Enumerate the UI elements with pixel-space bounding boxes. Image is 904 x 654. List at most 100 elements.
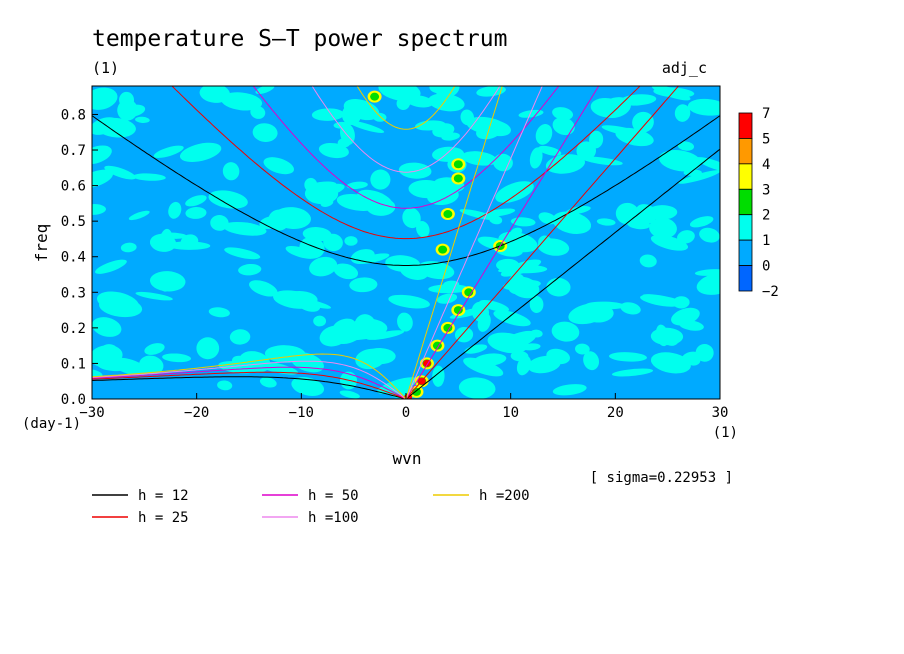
contour-patch <box>479 300 510 312</box>
contour-patch <box>696 273 720 295</box>
y-tick-label: 0.0 <box>61 392 86 408</box>
contour-patch <box>102 344 118 355</box>
dispersion-curves <box>92 86 720 399</box>
rossby-curve <box>92 360 407 399</box>
contour-patch <box>320 199 334 207</box>
contour-patch <box>139 355 164 375</box>
plot-area <box>91 85 721 400</box>
colorbar-label: 0 <box>762 259 770 275</box>
contour-patch <box>210 215 229 231</box>
contour-patch <box>96 291 140 314</box>
y-tick-label: 0.1 <box>61 356 86 372</box>
contour-patch <box>290 296 332 309</box>
colorbar-swatch <box>738 214 753 241</box>
contour-patch <box>552 384 587 396</box>
contour-patch <box>466 116 508 135</box>
contour-patch <box>441 132 460 141</box>
contour-patch <box>119 91 135 108</box>
gravity-wave-curve <box>311 86 501 173</box>
contour-patch <box>487 332 529 354</box>
contour-patch <box>483 208 516 217</box>
contour-patch <box>649 217 677 239</box>
contour-patch <box>313 315 327 327</box>
contour-patch <box>433 86 460 98</box>
contour-patch <box>538 212 557 225</box>
contour-patch <box>678 170 720 184</box>
contour-patch <box>671 307 700 326</box>
contour-patch <box>304 177 318 192</box>
contour-patch <box>443 323 453 332</box>
contour-patch <box>596 218 616 226</box>
x-tick-label: 30 <box>712 405 729 421</box>
contour-patch <box>461 151 498 166</box>
contour-patch <box>366 330 405 340</box>
contour-patch <box>185 195 207 207</box>
y-tick-label: 0.5 <box>61 214 86 230</box>
x-tick-label: −30 <box>79 405 104 421</box>
contour-patch <box>149 271 186 292</box>
contour-patch <box>493 153 513 172</box>
contour-patch <box>432 146 465 162</box>
contour-patch <box>397 312 413 332</box>
x-axis-label: wvn <box>393 449 422 468</box>
contour-patch <box>677 230 695 244</box>
contour-patch <box>217 380 233 391</box>
rossby-curve <box>92 376 407 399</box>
contour-patch <box>273 207 312 230</box>
chart-subtitle-left: (1) <box>92 59 119 77</box>
contour-patch <box>95 259 127 274</box>
contour-patch <box>510 350 529 362</box>
contour-patch <box>681 351 700 362</box>
contour-patch <box>122 104 146 117</box>
contour-patch <box>655 324 669 347</box>
contour-patch <box>259 377 277 388</box>
colorbar-label: 2 <box>762 208 770 224</box>
contour-patch <box>311 181 337 188</box>
y-tick-label: 0.2 <box>61 321 86 337</box>
x-tick-label: 20 <box>607 405 624 421</box>
contour-patch <box>399 262 429 280</box>
contour-patch <box>179 142 222 163</box>
contour-patch <box>506 240 529 249</box>
contour-patch <box>529 147 543 169</box>
x-tick-label: 10 <box>502 405 519 421</box>
y-axis-label: freq <box>32 224 51 263</box>
contour-patch <box>453 306 463 315</box>
contour-patch <box>249 280 278 297</box>
contour-patch <box>319 325 349 347</box>
contour-patch <box>694 269 720 276</box>
contour-patch <box>495 181 534 203</box>
contour-patch <box>538 235 552 249</box>
contour-patch <box>521 343 541 351</box>
contour-patch <box>252 123 278 142</box>
contour-patch <box>463 357 504 377</box>
x-axis: −30 −20 −10 0 10 20 30 <box>79 393 728 421</box>
gravity-wave-curve <box>356 86 456 130</box>
contour-patch <box>402 207 421 229</box>
colorbar-label: 1 <box>762 233 770 249</box>
contour-patch <box>346 181 368 190</box>
contour-patch <box>428 284 469 294</box>
contour-patch <box>695 343 714 362</box>
contour-patch <box>453 160 463 169</box>
gravity-wave-curve <box>252 86 560 209</box>
chart-subtitle-right: adj_c <box>662 59 707 77</box>
colorbar-label: −2 <box>762 284 779 300</box>
contour-patch <box>135 291 173 301</box>
contour-patch <box>493 310 531 327</box>
contour-patch <box>416 221 430 238</box>
kelvin-curve <box>405 86 503 399</box>
y-tick-label: 0.8 <box>61 107 86 123</box>
contour-patch <box>443 210 453 219</box>
contour-patch <box>411 387 421 396</box>
contour-patch <box>650 234 689 251</box>
contour-patch <box>438 245 448 254</box>
contour-patch <box>436 293 458 304</box>
contour-patch <box>658 149 702 172</box>
legend-label: h = 25 <box>138 510 189 526</box>
gravity-wave-curve <box>171 86 641 240</box>
contour-patch <box>344 236 358 246</box>
contour-patch <box>464 288 474 297</box>
colorbar-swatch <box>738 112 753 139</box>
kelvin-curve <box>405 86 680 399</box>
